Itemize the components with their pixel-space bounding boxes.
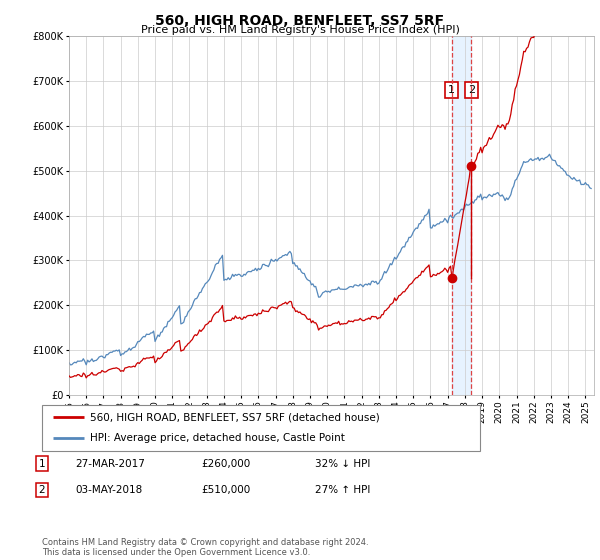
Text: Contains HM Land Registry data © Crown copyright and database right 2024.
This d: Contains HM Land Registry data © Crown c…: [42, 538, 368, 557]
Text: 1: 1: [448, 85, 455, 95]
Text: 1: 1: [38, 459, 46, 469]
Text: 27% ↑ HPI: 27% ↑ HPI: [315, 485, 370, 495]
Text: 560, HIGH ROAD, BENFLEET, SS7 5RF: 560, HIGH ROAD, BENFLEET, SS7 5RF: [155, 14, 445, 28]
Text: 27-MAR-2017: 27-MAR-2017: [75, 459, 145, 469]
Text: 2: 2: [38, 485, 46, 495]
Text: £510,000: £510,000: [201, 485, 250, 495]
Text: 560, HIGH ROAD, BENFLEET, SS7 5RF (detached house): 560, HIGH ROAD, BENFLEET, SS7 5RF (detac…: [90, 412, 380, 422]
Text: £260,000: £260,000: [201, 459, 250, 469]
Text: Price paid vs. HM Land Registry's House Price Index (HPI): Price paid vs. HM Land Registry's House …: [140, 25, 460, 35]
Text: HPI: Average price, detached house, Castle Point: HPI: Average price, detached house, Cast…: [90, 433, 345, 444]
Text: 2: 2: [468, 85, 475, 95]
Bar: [452, 36, 471, 395]
Text: 32% ↓ HPI: 32% ↓ HPI: [315, 459, 370, 469]
Text: 03-MAY-2018: 03-MAY-2018: [75, 485, 142, 495]
